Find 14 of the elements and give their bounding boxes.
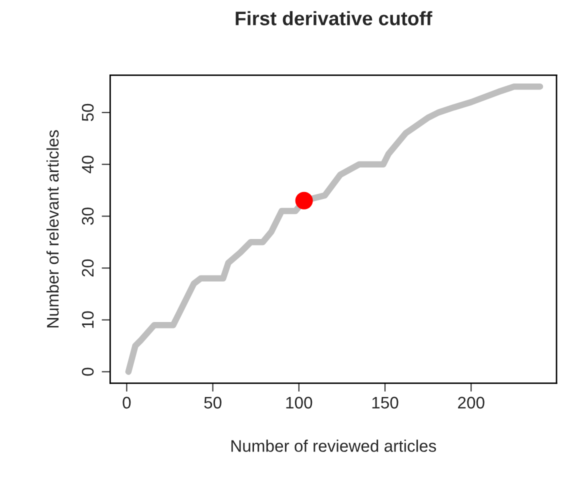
x-tick-label: 100 [286,396,312,409]
x-axis-title: Number of reviewed articles [231,440,436,452]
y-tick-label: 30 [82,208,94,225]
x-tick-label: 200 [458,396,484,409]
y-tick-label: 20 [82,259,94,276]
chart-title: First derivative cutoff [236,11,432,26]
x-tick-label: 0 [122,396,131,409]
y-tick-label: 40 [82,156,94,174]
y-tick-label: 0 [82,368,94,376]
y-tick-label: 10 [82,311,94,328]
x-tick-label: 150 [372,396,398,409]
x-tick-label: 50 [204,396,222,409]
y-axis-title: Number of relevant articles [46,130,59,328]
y-tick-label: 50 [82,104,94,122]
